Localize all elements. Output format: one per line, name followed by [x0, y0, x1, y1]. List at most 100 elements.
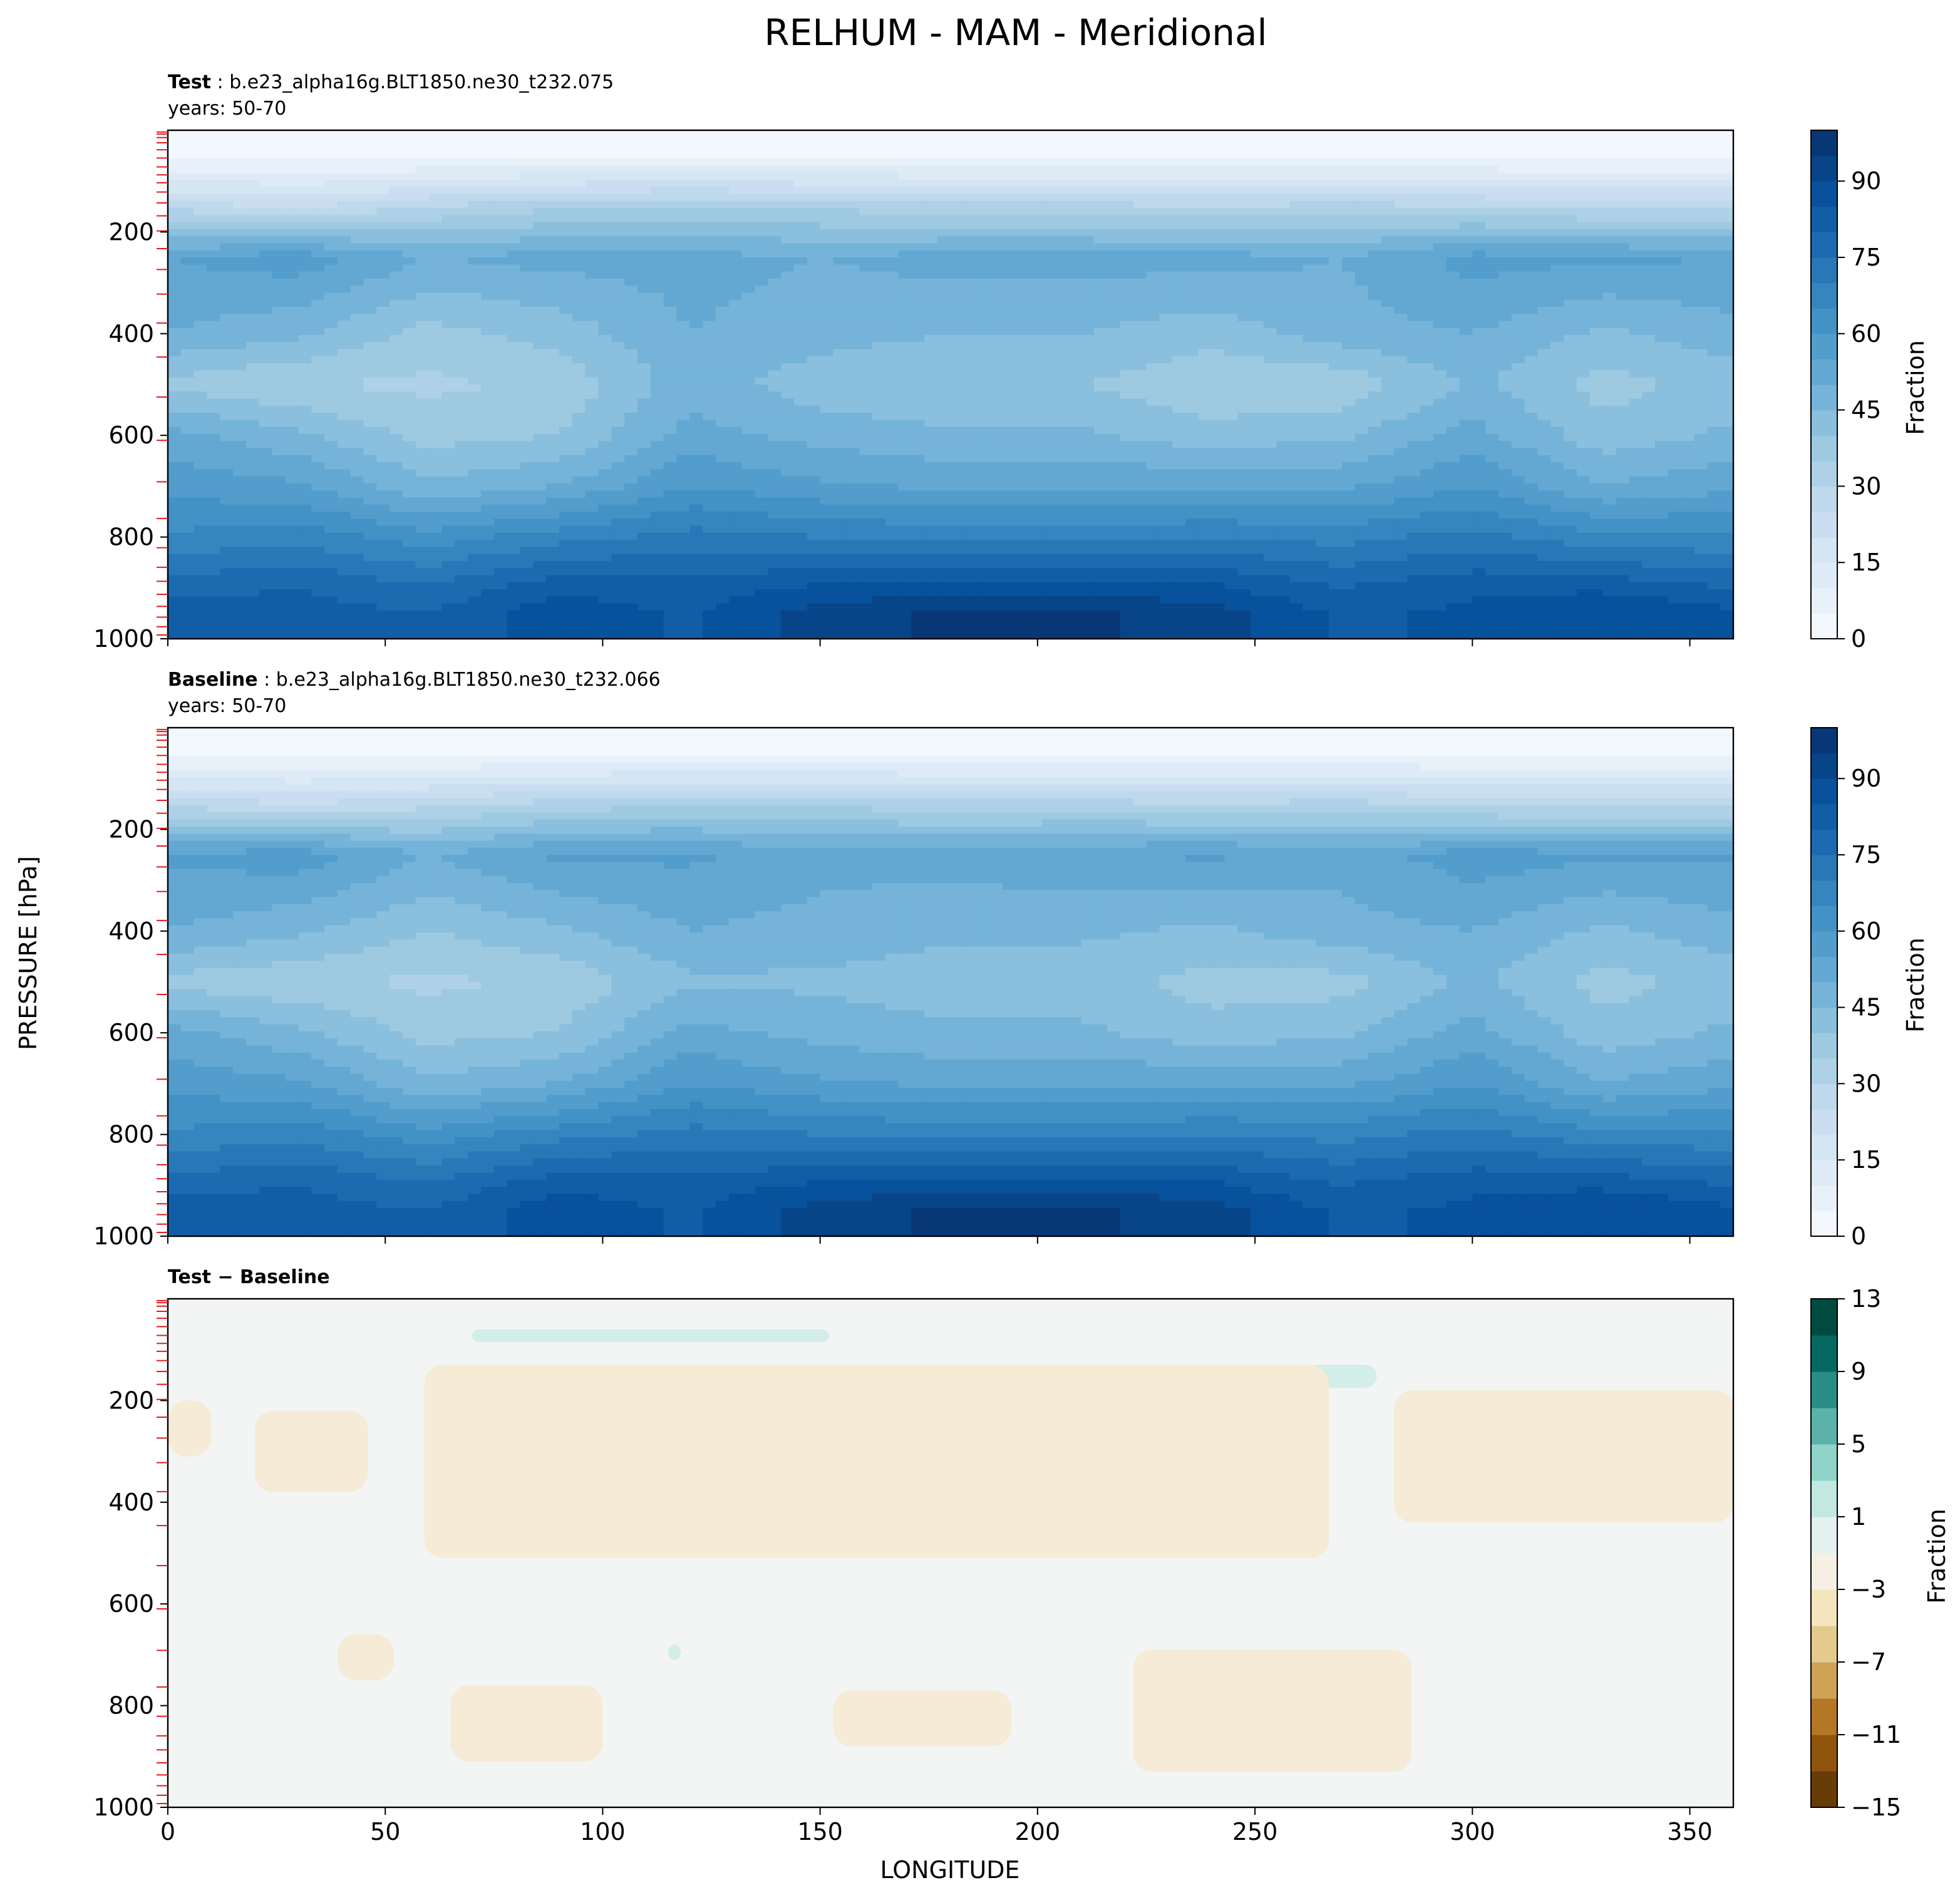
contour-cell: [1055, 306, 1069, 314]
contour-cell: [1185, 243, 1199, 251]
contour-cell: [872, 229, 886, 237]
contour-cell: [324, 413, 338, 420]
contour-cell: [1381, 286, 1395, 293]
contour-cell: [833, 172, 847, 180]
contour-cell: [1211, 299, 1225, 307]
contour-cell: [1511, 137, 1525, 145]
contour-cell: [911, 208, 925, 215]
contour-cell: [311, 229, 325, 237]
contour-cell: [1602, 278, 1617, 286]
contour-cell: [389, 158, 403, 166]
contour-cell: [507, 292, 521, 301]
contour-cell: [468, 257, 482, 265]
contour-cell: [363, 405, 377, 413]
contour-cell: [376, 363, 390, 371]
contour-cell: [741, 179, 756, 187]
contour-cell: [1302, 158, 1316, 166]
contour-cell: [1550, 137, 1564, 145]
contour-cell: [1068, 158, 1081, 166]
contour-cell: [1707, 299, 1721, 307]
contour-cell: [1668, 385, 1682, 392]
contour-cell: [1368, 172, 1382, 180]
contour-cell: [520, 271, 534, 279]
contour-cell: [951, 405, 964, 413]
contour-cell: [1316, 222, 1329, 230]
contour-cell: [1564, 405, 1577, 413]
contour-cell: [1498, 172, 1512, 180]
contour-cell: [676, 292, 690, 301]
contour-cell: [1251, 144, 1264, 152]
contour-cell: [585, 286, 599, 293]
contour-cell: [468, 271, 482, 279]
contour-cell: [1394, 405, 1408, 413]
contour-cell: [924, 278, 938, 286]
contour-cell: [976, 391, 991, 400]
contour-cell: [585, 271, 599, 279]
contour-cell: [1407, 144, 1421, 152]
contour-cell: [1694, 187, 1708, 195]
contour-cell: [689, 398, 703, 406]
contour-cell: [193, 356, 208, 364]
contour-cell: [493, 342, 508, 350]
contour-cell: [1381, 172, 1395, 180]
contour-cell: [1394, 243, 1408, 251]
contour-cell: [507, 165, 521, 173]
contour-cell: [911, 236, 925, 244]
contour-cell: [168, 172, 182, 180]
contour-cell: [1642, 264, 1656, 272]
contour-cell: [1407, 299, 1421, 307]
contour-cell: [1068, 200, 1081, 209]
contour-cell: [1185, 321, 1199, 329]
contour-cell: [455, 314, 468, 322]
contour-cell: [833, 413, 847, 420]
contour-cell: [363, 413, 377, 420]
contour-cell: [1276, 179, 1291, 187]
contour-cell: [703, 405, 716, 413]
contour-cell: [507, 391, 521, 400]
contour-cell: [481, 200, 495, 209]
contour-cell: [520, 420, 534, 428]
contour-cell: [1511, 299, 1525, 307]
contour-cell: [298, 236, 312, 244]
contour-cell: [1602, 342, 1617, 350]
contour-cell: [455, 229, 468, 237]
contour-cell: [1368, 413, 1382, 420]
contour-cell: [298, 321, 312, 329]
contour-cell: [820, 200, 834, 209]
contour-cell: [520, 208, 534, 215]
contour-cell: [403, 405, 416, 413]
contour-cell: [324, 349, 338, 357]
contour-cell: [637, 349, 651, 357]
contour-cell: [1433, 130, 1447, 138]
contour-cell: [1185, 349, 1199, 357]
contour-cell: [1368, 158, 1382, 166]
contour-cell: [1302, 222, 1316, 230]
contour-cell: [846, 215, 860, 223]
contour-cell: [533, 278, 547, 286]
contour-cell: [1133, 264, 1147, 272]
contour-cell: [1694, 335, 1708, 343]
contour-cell: [1237, 144, 1251, 152]
contour-cell: [1589, 299, 1604, 307]
contour-cell: [389, 222, 403, 230]
contour-cell: [1159, 321, 1173, 329]
contour-cell: [1694, 151, 1708, 159]
contour-cell: [768, 405, 781, 413]
contour-cell: [1120, 405, 1134, 413]
contour-cell: [1589, 200, 1604, 209]
contour-cell: [728, 278, 743, 286]
contour-cell: [298, 391, 312, 400]
contour-cell: [559, 271, 573, 279]
contour-cell: [415, 413, 430, 420]
contour-cell: [324, 363, 338, 371]
contour-cell: [1016, 229, 1029, 237]
contour-cell: [611, 158, 625, 166]
contour-cell: [1316, 356, 1329, 364]
contour-cell: [559, 292, 573, 301]
contour-cell: [285, 299, 299, 307]
contour-cell: [807, 229, 821, 237]
contour-cell: [1642, 385, 1656, 392]
contour-cell: [963, 356, 977, 364]
contour-cell: [1537, 208, 1551, 215]
contour-cell: [1146, 194, 1160, 202]
